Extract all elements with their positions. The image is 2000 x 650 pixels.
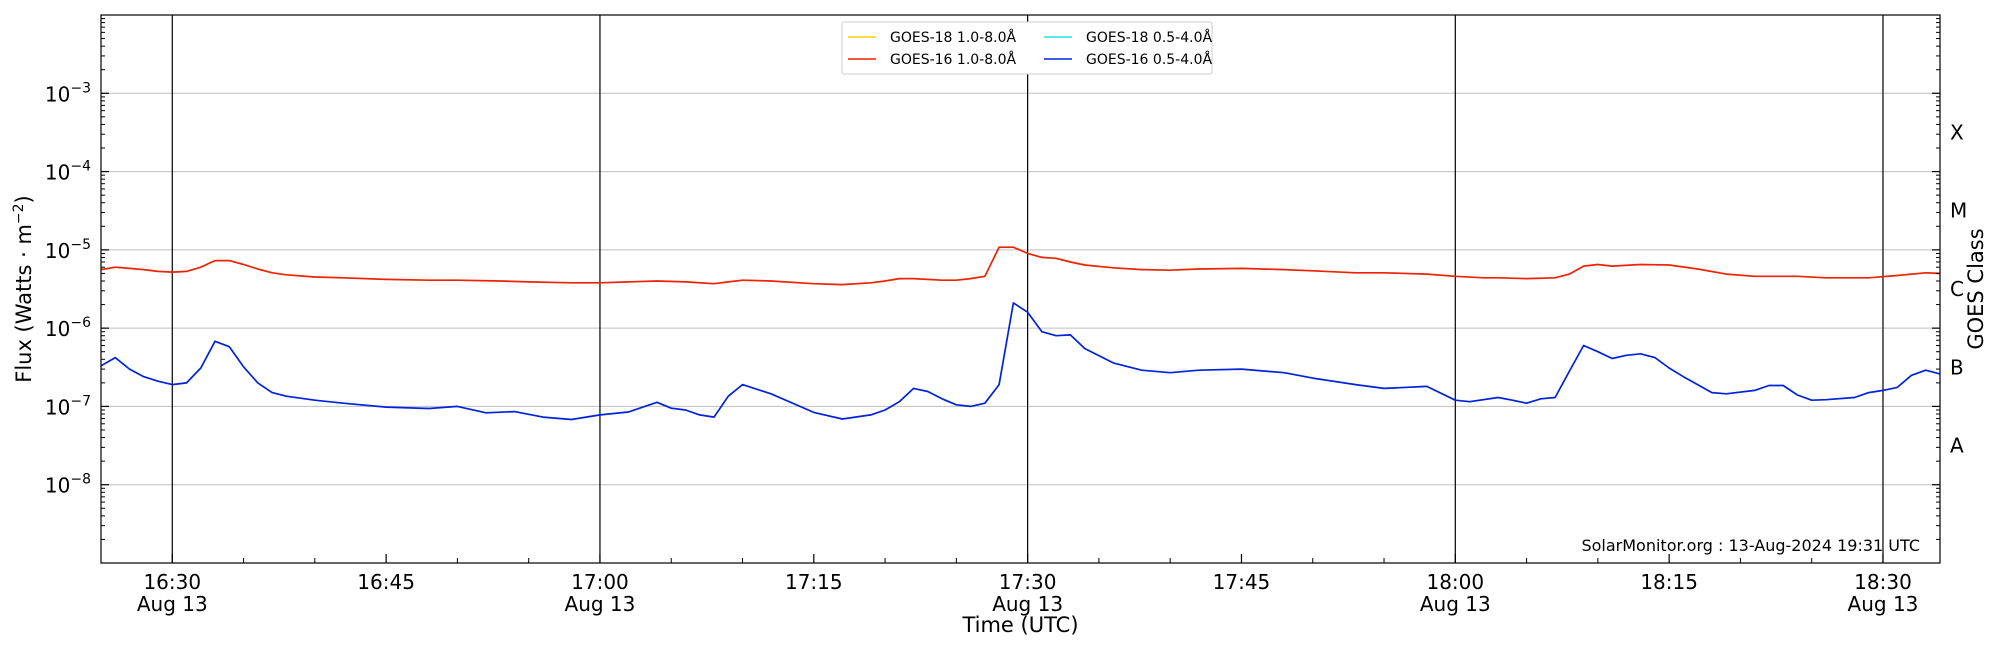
legend-entry-label: GOES-18 0.5-4.0Å (1086, 29, 1212, 46)
y-tick-label: 10−3 (45, 80, 91, 106)
goes-class-labels: A B C M X (1950, 120, 1967, 457)
series-lines (100, 246, 1941, 421)
y-tick-labels: 10−810−710−610−510−410−3 (45, 80, 91, 497)
legend-entry-label: GOES-16 1.0-8.0Å (890, 51, 1016, 68)
x-tick-date-label: Aug 13 (1848, 592, 1919, 616)
credit-text: SolarMonitor.org : 13-Aug-2024 19:31 UTC (1581, 536, 1920, 555)
x-tick-label: 17:00 (571, 570, 629, 594)
y-tick-exponent: −7 (70, 393, 91, 409)
y-tick-exponent: −4 (70, 159, 91, 175)
goes-class-label: A (1950, 434, 1964, 458)
goes-class-label: C (1950, 277, 1964, 301)
legend-box (841, 21, 1213, 75)
legend-entry-label: GOES-16 0.5-4.0Å (1086, 51, 1212, 68)
y-axis-title-main: Flux (Watts · m (12, 224, 36, 383)
y-tick-base: 10 (45, 395, 70, 419)
goes-class-label: M (1950, 199, 1967, 223)
y-tick-label: 10−8 (45, 472, 91, 498)
y-tick-base: 10 (45, 161, 70, 185)
y-tick-label: 10−5 (45, 237, 91, 263)
legend-entry-label: GOES-18 1.0-8.0Å (890, 29, 1016, 46)
x-tick-date-label: Aug 13 (137, 592, 208, 616)
goes-class-axis-title: GOES Class (1964, 228, 1988, 349)
y-tick-exponent: −6 (70, 315, 91, 331)
y-tick-exponent: −5 (70, 237, 91, 253)
x-tick-date-label: Aug 13 (1420, 592, 1491, 616)
y-axis-title: Flux (Watts · m−2) (11, 195, 36, 383)
x-tick-label: 16:30 (143, 570, 201, 594)
x-tick-date-label: Aug 13 (565, 592, 636, 616)
y-tick-base: 10 (45, 82, 70, 106)
y-axis-title-close: ) (12, 195, 36, 203)
axis-ticks (100, 18, 1940, 563)
x-tick-date-label: Aug 13 (992, 592, 1063, 616)
plot-frame (100, 14, 1941, 564)
series-line-goes-16-1-0-8-0- (100, 246, 1941, 286)
y-tick-base: 10 (45, 474, 70, 498)
y-tick-label: 10−7 (45, 393, 91, 419)
y-tick-base: 10 (45, 239, 70, 263)
x-tick-label: 18:30 (1854, 570, 1912, 594)
day-marker-lines (171, 15, 1884, 563)
y-axis-title-superscript: −2 (11, 203, 27, 224)
x-axis-title: Time (UTC) (961, 613, 1078, 637)
y-tick-label: 10−6 (45, 315, 91, 341)
y-tick-label: 10−4 (45, 159, 91, 185)
x-tick-label: 16:45 (357, 570, 415, 594)
series-line-goes-16-0-5-4-0- (100, 302, 1941, 421)
x-tick-label: 17:45 (1213, 570, 1271, 594)
goes-class-label: X (1950, 120, 1964, 144)
legend: GOES-18 1.0-8.0Å GOES-16 1.0-8.0Å GOES-18 … (841, 21, 1213, 75)
x-tick-label: 18:15 (1640, 570, 1698, 594)
y-tick-base: 10 (45, 317, 70, 341)
x-tick-label: 17:30 (999, 570, 1057, 594)
x-tick-label: 17:15 (785, 570, 843, 594)
y-tick-exponent: −3 (70, 80, 91, 96)
y-tick-exponent: −8 (70, 472, 91, 488)
x-tick-label: 18:00 (1426, 570, 1484, 594)
goes-class-label: B (1950, 355, 1964, 379)
